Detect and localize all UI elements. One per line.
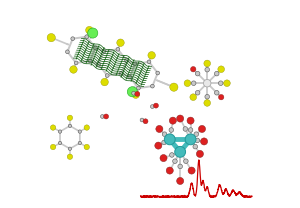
Circle shape [97,62,101,66]
Circle shape [169,153,174,157]
Circle shape [184,80,191,87]
Circle shape [117,39,124,46]
Circle shape [58,130,62,133]
Circle shape [71,37,75,41]
Circle shape [162,140,166,145]
Circle shape [65,50,69,54]
Circle shape [105,74,109,77]
Circle shape [50,125,56,130]
Circle shape [103,114,109,119]
Circle shape [132,91,136,95]
Circle shape [188,128,193,132]
Circle shape [101,78,108,86]
Circle shape [100,115,104,118]
Circle shape [94,46,97,50]
Circle shape [187,117,194,124]
Circle shape [133,62,137,66]
Circle shape [214,90,219,95]
Circle shape [135,92,140,97]
Circle shape [143,119,148,124]
Circle shape [204,60,211,67]
Circle shape [151,105,154,108]
Circle shape [128,75,132,79]
Circle shape [84,144,89,150]
Circle shape [169,117,176,124]
Circle shape [85,26,93,34]
Circle shape [156,71,160,75]
Circle shape [184,159,188,163]
Circle shape [195,90,200,95]
Circle shape [190,67,196,72]
Circle shape [160,155,167,162]
Circle shape [204,100,211,106]
Circle shape [166,167,173,174]
Circle shape [156,125,163,132]
Circle shape [177,115,184,122]
Circle shape [47,33,56,42]
Circle shape [191,81,196,85]
Circle shape [84,125,89,130]
Circle shape [195,138,200,143]
Circle shape [67,154,73,159]
Circle shape [205,67,209,72]
Circle shape [200,138,208,145]
Circle shape [214,71,219,76]
Circle shape [78,130,82,133]
Circle shape [164,134,175,145]
Circle shape [154,103,158,108]
Circle shape [218,81,223,85]
Circle shape [58,141,62,145]
Circle shape [70,66,77,73]
Circle shape [136,86,140,90]
Circle shape [199,125,206,132]
Circle shape [218,94,224,100]
Circle shape [170,83,178,91]
Circle shape [119,72,123,76]
Circle shape [196,150,203,157]
Circle shape [147,60,151,64]
Circle shape [183,127,188,131]
Circle shape [127,87,137,97]
Circle shape [74,61,78,65]
Circle shape [205,94,209,99]
Circle shape [148,52,155,59]
Circle shape [132,91,140,98]
Circle shape [185,134,196,145]
Circle shape [188,167,195,174]
Circle shape [78,141,82,145]
Circle shape [224,80,230,87]
Circle shape [175,146,186,157]
Circle shape [88,28,98,38]
Circle shape [50,144,56,150]
Circle shape [193,144,197,149]
Circle shape [85,35,88,38]
Circle shape [195,71,200,76]
Circle shape [218,66,224,73]
Circle shape [190,94,196,100]
Circle shape [102,49,106,53]
Circle shape [194,132,199,136]
Circle shape [68,124,72,128]
Circle shape [162,132,167,136]
Circle shape [125,59,128,62]
Circle shape [173,159,177,163]
Circle shape [67,115,73,120]
Circle shape [203,79,211,87]
Circle shape [140,118,144,122]
Circle shape [116,47,120,51]
Circle shape [88,59,92,63]
Circle shape [155,142,162,149]
Circle shape [178,164,182,169]
Circle shape [151,84,154,88]
Circle shape [169,128,174,132]
Circle shape [177,177,184,184]
Circle shape [68,147,72,150]
